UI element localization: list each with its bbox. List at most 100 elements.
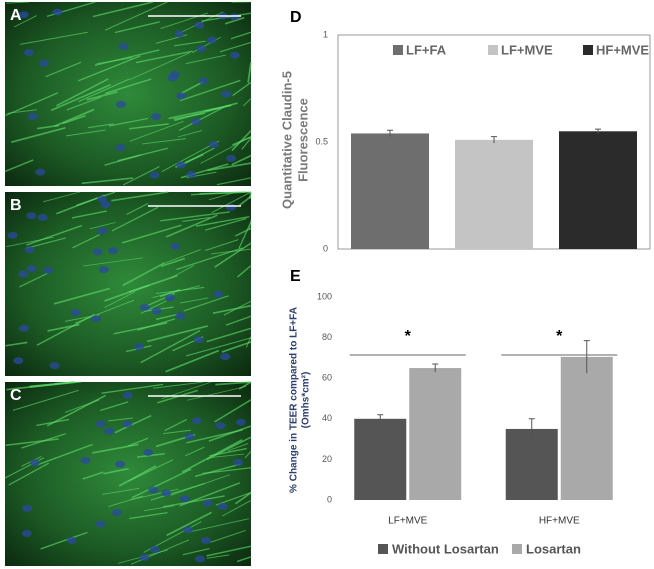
cell-edge bbox=[126, 202, 149, 215]
annotation: * bbox=[556, 328, 563, 345]
micrograph bbox=[5, 2, 251, 186]
nucleus bbox=[115, 100, 126, 108]
bar bbox=[351, 133, 429, 249]
nucleus bbox=[18, 324, 29, 332]
cell-edge bbox=[211, 191, 252, 213]
cell-edge bbox=[114, 414, 152, 434]
cell-edge bbox=[88, 123, 114, 129]
cell-edge bbox=[142, 138, 186, 145]
nucleus bbox=[176, 92, 187, 100]
nucleus bbox=[184, 432, 195, 440]
nucleus bbox=[24, 246, 35, 254]
cell-edge bbox=[195, 216, 250, 227]
cell-edge bbox=[165, 349, 220, 373]
cell-edge bbox=[223, 300, 252, 316]
cell-edge bbox=[108, 117, 149, 127]
cell-edge bbox=[71, 210, 107, 219]
cell-edge bbox=[104, 1, 168, 31]
nucleus bbox=[186, 170, 197, 178]
cell-edge bbox=[210, 529, 246, 543]
cell-edge bbox=[206, 554, 230, 559]
panel-label: B bbox=[10, 197, 22, 214]
cell-edge bbox=[42, 191, 81, 203]
nucleus bbox=[108, 247, 119, 255]
cell-edge bbox=[242, 98, 252, 107]
cell-edge bbox=[102, 487, 140, 495]
cell-edge bbox=[221, 500, 252, 517]
nucleus bbox=[196, 45, 207, 53]
nucleus bbox=[97, 195, 108, 203]
cell-edge bbox=[165, 214, 218, 238]
nucleus bbox=[27, 113, 38, 121]
cell-edge bbox=[129, 120, 184, 142]
y-tick-label: 1 bbox=[323, 29, 328, 39]
cell-edge bbox=[104, 291, 136, 308]
bar bbox=[455, 139, 533, 249]
error-bar bbox=[583, 340, 590, 374]
cell-edge bbox=[182, 548, 210, 556]
bar bbox=[505, 428, 558, 500]
cell-edge bbox=[10, 126, 66, 144]
cell-edge bbox=[204, 105, 231, 112]
cell-edge bbox=[199, 191, 246, 195]
cell-edge bbox=[77, 55, 141, 82]
nucleus bbox=[122, 391, 133, 399]
nucleus bbox=[100, 201, 111, 209]
cell-edge bbox=[40, 531, 88, 550]
legend-label: LF+MVE bbox=[501, 42, 553, 57]
nucleus bbox=[174, 30, 185, 38]
nucleus bbox=[229, 13, 240, 21]
nucleus bbox=[139, 303, 150, 311]
cell-edge bbox=[187, 385, 247, 401]
cell-edge bbox=[160, 211, 230, 222]
cell-edge bbox=[174, 40, 206, 47]
cell-edge bbox=[104, 284, 150, 302]
cell-edge bbox=[129, 123, 169, 130]
cell-edge bbox=[131, 468, 192, 499]
cell-edge bbox=[100, 401, 129, 412]
cell-edge bbox=[182, 216, 211, 223]
y-tick-label: 0 bbox=[323, 243, 328, 253]
legend-swatch bbox=[488, 45, 498, 55]
cell-edge bbox=[19, 272, 48, 288]
cell-edge bbox=[210, 453, 245, 458]
cell-edge bbox=[202, 467, 252, 475]
cell-edge bbox=[94, 49, 160, 66]
cell-edge bbox=[221, 341, 252, 353]
cell-edge bbox=[234, 491, 252, 505]
nucleus bbox=[70, 309, 81, 317]
cell-edge bbox=[129, 511, 168, 520]
nucleus bbox=[151, 113, 162, 121]
nucleus bbox=[226, 154, 237, 162]
nucleus bbox=[150, 545, 161, 553]
bar bbox=[560, 356, 613, 500]
cell-edge bbox=[171, 264, 195, 279]
legend-label: HF+MVE bbox=[596, 42, 649, 57]
cell-edge bbox=[214, 242, 252, 268]
cell-edge bbox=[227, 443, 249, 452]
cell-edge bbox=[177, 130, 203, 138]
cell-edge bbox=[183, 295, 229, 312]
cell-edge bbox=[170, 474, 230, 496]
nucleus bbox=[149, 171, 160, 179]
cell-edge bbox=[211, 248, 252, 255]
nucleus bbox=[115, 460, 126, 468]
nucleus bbox=[95, 520, 106, 528]
cell-edge bbox=[180, 80, 204, 95]
nucleus bbox=[80, 456, 91, 464]
cell-edge bbox=[146, 325, 209, 343]
y-tick-label: 0 bbox=[327, 494, 332, 504]
nucleus bbox=[118, 42, 129, 50]
nucleus bbox=[176, 161, 187, 169]
nucleus bbox=[21, 529, 32, 537]
cell-edge bbox=[231, 136, 252, 146]
cell-edge bbox=[26, 224, 83, 246]
y-tick-label: 80 bbox=[322, 332, 332, 342]
cell-edge bbox=[235, 227, 252, 237]
cell-edge bbox=[82, 471, 104, 480]
nucleus bbox=[49, 362, 60, 370]
cell-edge bbox=[66, 96, 102, 111]
nucleus bbox=[7, 231, 18, 239]
nucleus bbox=[193, 336, 204, 344]
